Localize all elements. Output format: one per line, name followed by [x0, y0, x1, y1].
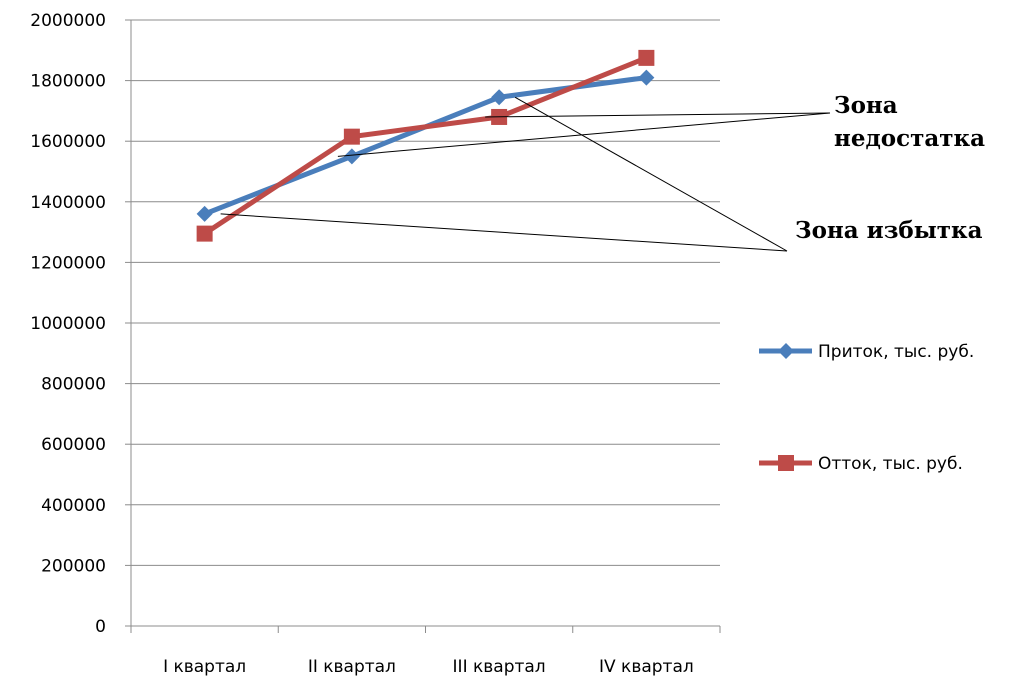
series-2-point	[343, 128, 360, 145]
y-tick-label: 1400000	[30, 193, 106, 213]
series-1-point	[491, 89, 508, 106]
x-axis-tick-labels: I квартал II квартал III квартал IV квартал	[163, 657, 694, 677]
y-tick-label: 0	[95, 617, 106, 637]
series-1-point	[196, 205, 213, 222]
y-tick-label: 1600000	[30, 132, 106, 152]
y-tick-label: 1000000	[30, 314, 106, 334]
y-tick-label: 600000	[41, 435, 106, 455]
legend-label-1: Приток, тыс. руб.	[818, 342, 974, 362]
annotation-leader-line	[220, 213, 788, 252]
y-tick-label: 400000	[41, 496, 106, 516]
legend: Приток, тыс. руб. Отток, тыс. руб.	[759, 342, 974, 474]
annotation-text-deficit-zone: Зона	[834, 92, 898, 119]
annotation-leader-line	[514, 96, 788, 252]
gridlines	[131, 19, 720, 566]
x-tick-label: IV квартал	[599, 657, 694, 677]
series-1-point	[638, 69, 655, 86]
annotations: Зона недостатка Зона избытка	[220, 92, 985, 252]
annotation-text-deficit-zone: недостатка	[834, 125, 985, 152]
y-tick-label: 800000	[41, 375, 106, 395]
y-tick-label: 2000000	[30, 11, 106, 31]
y-tick-label: 1800000	[30, 72, 106, 92]
annotation-leader-line	[337, 112, 831, 157]
legend-marker-2	[778, 455, 794, 471]
annotation-leader-line	[485, 112, 831, 118]
x-tick-label: III квартал	[453, 657, 546, 677]
legend-label-2: Отток, тыс. руб.	[818, 454, 963, 474]
series-lines	[196, 49, 655, 242]
y-axis-tick-labels: 0 200000 400000 600000 800000 1000000 1200000 1…	[30, 11, 106, 637]
series-2-point	[638, 49, 655, 66]
series-1-point	[343, 148, 360, 165]
series-line-1	[202, 75, 649, 217]
series-line-2	[202, 55, 649, 237]
series-2-point	[196, 225, 213, 242]
x-tick-label: I квартал	[163, 657, 246, 677]
annotation-text-surplus-zone: Зона избытка	[795, 217, 983, 244]
legend-marker-1	[778, 343, 794, 359]
y-tick-label: 200000	[41, 556, 106, 576]
axes	[125, 19, 721, 633]
x-tick-label: II квартал	[308, 657, 396, 677]
y-tick-label: 1200000	[30, 253, 106, 273]
